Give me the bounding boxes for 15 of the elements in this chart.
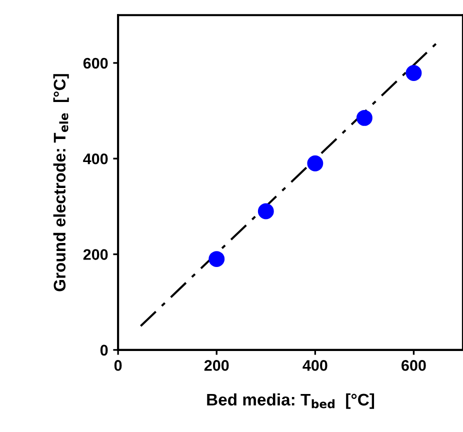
x-axis-title: Bed media: T$_{bed}$ [°C] [207, 393, 374, 409]
y-tick-label: 200 [83, 249, 108, 260]
y-tick-label: 600 [83, 58, 108, 69]
x-tick-label: 200 [204, 360, 229, 371]
x-tick-label: 600 [402, 360, 426, 371]
point [258, 203, 274, 220]
y-tick-label: 400 [83, 153, 108, 164]
x-tick-label: 400 [302, 360, 328, 371]
point [208, 251, 225, 268]
point [307, 155, 324, 172]
y-axis-title: Ground electrode: T$_{ele}$ [°C] [53, 74, 69, 292]
point [406, 65, 422, 81]
x-tick-label: 0 [114, 360, 122, 371]
y-tick-label: 0 [100, 344, 108, 356]
point [356, 110, 372, 126]
